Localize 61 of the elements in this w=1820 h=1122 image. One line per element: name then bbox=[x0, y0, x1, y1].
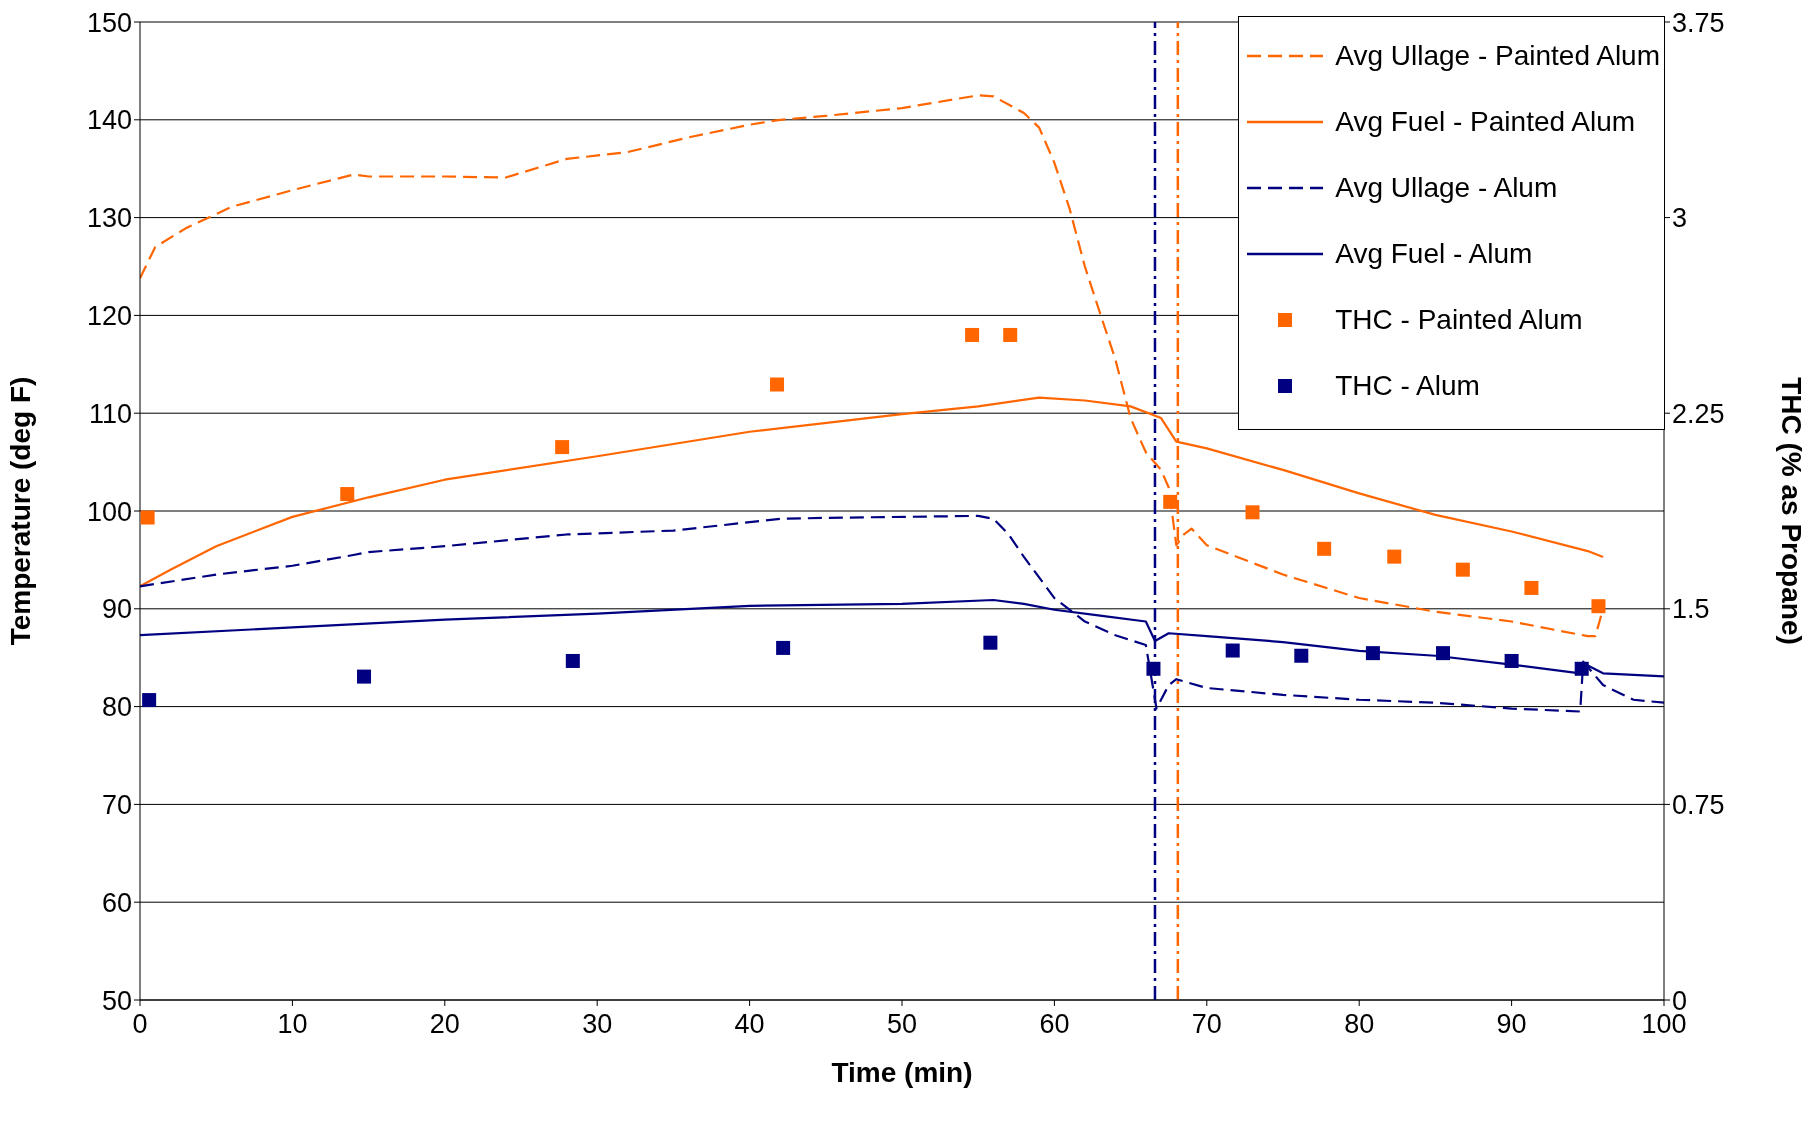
point bbox=[1591, 599, 1606, 614]
y-tick-label: 150 bbox=[86, 7, 132, 38]
point bbox=[770, 377, 785, 392]
point bbox=[1574, 661, 1589, 676]
x-tick-label: 60 bbox=[1039, 1009, 1070, 1040]
legend-label: THC - Painted Alum bbox=[1335, 304, 1583, 336]
x-tick-label: 0 bbox=[132, 1009, 148, 1040]
y-tick-label: 50 bbox=[101, 985, 132, 1016]
x-tick-label: 80 bbox=[1344, 1009, 1375, 1040]
point bbox=[1504, 653, 1519, 668]
point bbox=[1225, 643, 1240, 658]
legend-label: Avg Fuel - Alum bbox=[1335, 238, 1533, 270]
x-tick-label: 100 bbox=[1641, 1009, 1687, 1040]
y2-tick-label: 3 bbox=[1672, 203, 1688, 234]
point bbox=[1146, 661, 1161, 676]
point bbox=[1163, 494, 1178, 509]
y-tick-label: 70 bbox=[101, 789, 132, 820]
x-tick-label: 40 bbox=[734, 1009, 765, 1040]
point bbox=[140, 510, 155, 525]
x-tick-label: 90 bbox=[1496, 1009, 1527, 1040]
point bbox=[1387, 549, 1402, 564]
y2-tick-label: 0.75 bbox=[1672, 789, 1725, 820]
point bbox=[1455, 562, 1470, 577]
point bbox=[983, 635, 998, 650]
y-tick-label: 100 bbox=[86, 496, 132, 527]
legend-label: THC - Alum bbox=[1335, 370, 1480, 402]
y2-tick-label: 1.5 bbox=[1672, 594, 1710, 625]
legend-label: Avg Ullage - Alum bbox=[1335, 172, 1558, 204]
x-tick-label: 70 bbox=[1191, 1009, 1222, 1040]
y2-tick-label: 3.75 bbox=[1672, 7, 1725, 38]
y-tick-label: 130 bbox=[86, 203, 132, 234]
x-tick-label: 30 bbox=[582, 1009, 613, 1040]
legend-label: Avg Ullage - Painted Alum bbox=[1335, 40, 1660, 72]
y2-axis-title: THC (% as Propane) bbox=[1776, 377, 1808, 645]
point bbox=[776, 640, 791, 655]
point bbox=[1436, 646, 1451, 661]
point bbox=[357, 669, 372, 684]
y-tick-label: 140 bbox=[86, 105, 132, 136]
legend-label: Avg Fuel - Painted Alum bbox=[1335, 106, 1636, 138]
y2-tick-label: 2.25 bbox=[1672, 398, 1725, 429]
point bbox=[1294, 648, 1309, 663]
point bbox=[1317, 541, 1332, 556]
point bbox=[1365, 646, 1380, 661]
point bbox=[1245, 505, 1260, 520]
y-tick-label: 110 bbox=[88, 398, 132, 429]
x-tick-label: 50 bbox=[886, 1009, 918, 1040]
point bbox=[340, 487, 355, 502]
x-axis-title: Time (min) bbox=[831, 1057, 973, 1088]
y-tick-label: 80 bbox=[101, 692, 132, 723]
y-axis-title: Temperature (deg F) bbox=[4, 376, 36, 646]
y-tick-label: 120 bbox=[86, 300, 132, 331]
x-tick-label: 20 bbox=[429, 1009, 460, 1040]
point bbox=[555, 440, 570, 455]
point bbox=[565, 653, 580, 668]
x-tick-label: 10 bbox=[277, 1009, 308, 1040]
point bbox=[142, 693, 157, 708]
point bbox=[965, 327, 980, 342]
y-tick-label: 60 bbox=[101, 887, 132, 918]
point bbox=[1524, 580, 1539, 595]
y-tick-label: 90 bbox=[101, 594, 132, 625]
point bbox=[1003, 327, 1018, 342]
